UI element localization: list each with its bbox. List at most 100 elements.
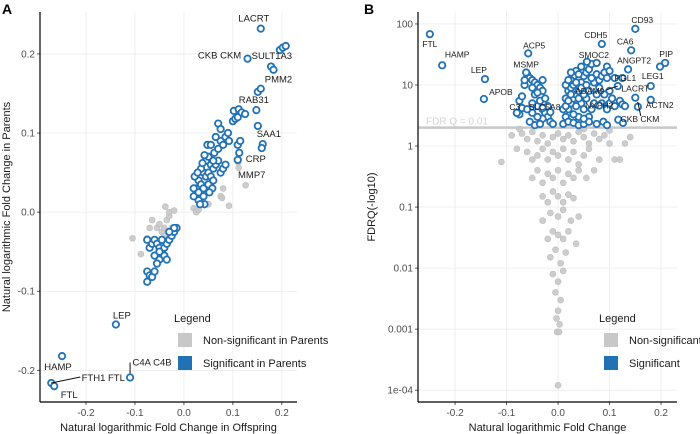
point-nonsignificant bbox=[557, 259, 564, 267]
point-significant bbox=[655, 62, 665, 71]
legend: Legend Non-significant Significant bbox=[599, 313, 700, 370]
point-significant bbox=[574, 94, 583, 103]
point-label: LACRT bbox=[621, 84, 649, 94]
point-nonsignificant bbox=[539, 217, 546, 224]
point-nonsignificant bbox=[553, 315, 560, 322]
point-significant bbox=[623, 65, 633, 74]
point-label: PMM2 bbox=[265, 75, 292, 86]
point-nonsignificant bbox=[552, 289, 559, 296]
point-nonsignificant bbox=[570, 137, 577, 145]
point-significant bbox=[162, 255, 171, 264]
point-nonsignificant bbox=[552, 246, 559, 254]
point-nonsignificant bbox=[585, 145, 593, 153]
point-nonsignificant bbox=[556, 321, 563, 328]
point-nonsignificant bbox=[562, 249, 570, 256]
point-nonsignificant bbox=[554, 382, 562, 389]
point-label: SAA1 bbox=[257, 129, 281, 140]
point-significant bbox=[595, 101, 604, 110]
point-nonsignificant bbox=[544, 170, 552, 178]
point-significant bbox=[243, 54, 252, 63]
point-nonsignificant bbox=[575, 161, 582, 168]
point-significant bbox=[523, 105, 532, 114]
point-nonsignificant bbox=[554, 231, 562, 239]
point-significant bbox=[209, 176, 218, 185]
point-nonsignificant bbox=[626, 133, 634, 141]
point-nonsignificant bbox=[549, 148, 557, 156]
point-label: ADAM9 bbox=[575, 86, 605, 96]
legend-label: Significant bbox=[629, 358, 680, 370]
point-significant bbox=[646, 81, 655, 91]
point-nonsignificant bbox=[554, 278, 562, 285]
point-significant bbox=[631, 24, 640, 33]
point-nonsignificant bbox=[539, 145, 546, 153]
point-nonsignificant bbox=[559, 145, 567, 153]
point-nonsignificant bbox=[137, 250, 145, 258]
point-label: CKB CKM bbox=[198, 51, 241, 62]
point-significant bbox=[50, 382, 59, 391]
y-axis-title: Natural logarithmic Fold Change in Paren… bbox=[1, 101, 13, 312]
y-tick-label: 0.1 bbox=[399, 203, 413, 214]
point-label: FTH1 FTL bbox=[82, 373, 125, 384]
point-nonsignificant bbox=[590, 167, 598, 174]
point-nonsignificant bbox=[554, 167, 562, 174]
point-nonsignificant bbox=[580, 152, 588, 159]
point-significant bbox=[209, 156, 218, 165]
point-significant bbox=[252, 105, 261, 115]
point-nonsignificant bbox=[544, 235, 552, 243]
point-nonsignificant bbox=[565, 156, 572, 163]
point-nonsignificant bbox=[544, 140, 552, 147]
legend-key-significant bbox=[178, 356, 192, 370]
point-nonsignificant bbox=[549, 270, 557, 278]
x-tick-label: -0.2 bbox=[446, 408, 464, 419]
point-significant bbox=[571, 102, 581, 111]
point-label: SMOC2 bbox=[579, 50, 610, 60]
point-significant bbox=[620, 102, 630, 111]
point-significant bbox=[574, 70, 583, 79]
point-nonsignificant bbox=[554, 152, 562, 159]
legend-label: Non-significant in Parents bbox=[203, 335, 329, 347]
point-nonsignificant bbox=[156, 220, 163, 228]
panel-label-a: A bbox=[2, 1, 12, 17]
point-label: ACTN2 bbox=[646, 100, 674, 110]
point-label: LEG1 bbox=[642, 71, 664, 81]
point-significant bbox=[605, 66, 614, 76]
threshold-label: FDR Q = 0.01 bbox=[426, 117, 488, 128]
point-significant bbox=[579, 105, 588, 114]
point-nonsignificant bbox=[235, 164, 243, 172]
x-tick-label: -0.1 bbox=[126, 408, 144, 419]
point-significant bbox=[520, 76, 529, 85]
x-tick-label: 0.1 bbox=[603, 408, 617, 419]
point-label: SULT1A3 bbox=[252, 51, 292, 62]
y-tick-label: 1 bbox=[407, 142, 413, 153]
point-significant bbox=[57, 352, 67, 361]
point-significant bbox=[592, 90, 601, 99]
point-significant bbox=[257, 143, 266, 153]
point-significant bbox=[150, 267, 159, 276]
point-significant bbox=[602, 73, 612, 83]
point-nonsignificant bbox=[539, 131, 546, 139]
point-significant bbox=[610, 102, 619, 111]
y-tick-label: 0.2 bbox=[21, 49, 35, 60]
legend-key-nonsignificant bbox=[178, 333, 192, 347]
point-significant bbox=[618, 118, 628, 127]
point-label: C3 bbox=[509, 102, 520, 112]
point-label: CD93 bbox=[631, 15, 653, 25]
point-label: FTL bbox=[422, 39, 437, 49]
point-label: LEP bbox=[471, 65, 487, 75]
point-nonsignificant bbox=[544, 198, 552, 206]
point-nonsignificant bbox=[529, 174, 536, 182]
point-nonsignificant bbox=[565, 228, 572, 235]
x-axis-title: Natural logarithmic Fold Change bbox=[469, 422, 627, 434]
y-tick-label: 0.0 bbox=[21, 208, 35, 219]
y-tick-label: 10 bbox=[402, 80, 414, 91]
point-significant bbox=[631, 93, 640, 102]
point-nonsignificant bbox=[570, 194, 577, 202]
point-nonsignificant bbox=[554, 307, 562, 315]
point-nonsignificant bbox=[549, 188, 557, 195]
point-nonsignificant bbox=[218, 194, 226, 202]
x-axis-title: Natural logarithmic Fold Change in Offsp… bbox=[60, 422, 277, 434]
y-tick-label: 100 bbox=[396, 19, 413, 30]
point-nonsignificant bbox=[555, 328, 563, 336]
point-significant bbox=[564, 76, 573, 85]
